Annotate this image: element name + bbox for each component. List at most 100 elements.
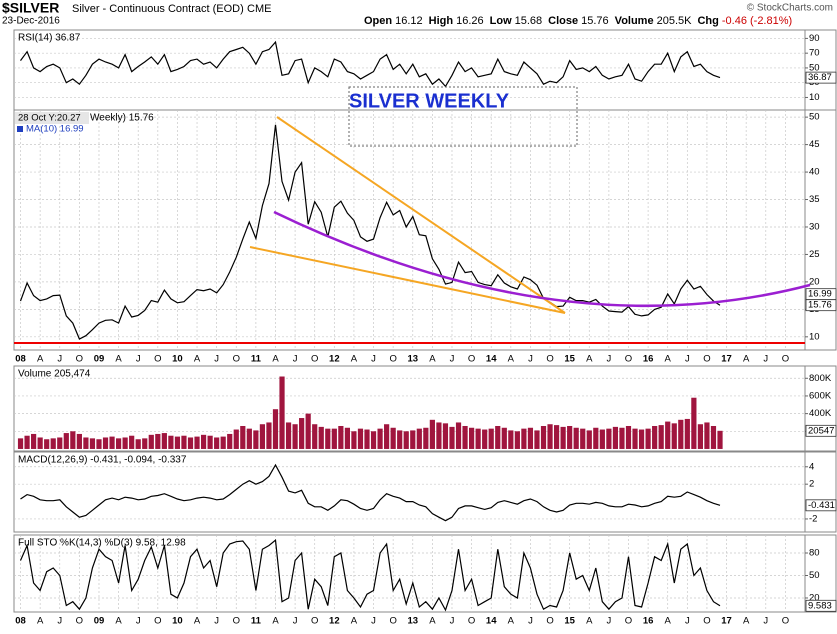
y-tick-label: 40 bbox=[809, 167, 820, 178]
x-tick-label: J bbox=[57, 616, 62, 627]
volume-bar bbox=[469, 427, 475, 449]
last-value-label: 15.76 bbox=[808, 300, 832, 311]
trend-curve bbox=[273, 210, 811, 308]
volume-bar bbox=[514, 431, 520, 449]
volume-bar bbox=[148, 434, 154, 449]
volume-bar bbox=[710, 425, 717, 449]
volume-bar bbox=[370, 431, 377, 449]
volume-bar bbox=[495, 425, 501, 449]
volume-bar bbox=[109, 436, 115, 449]
volume-bar bbox=[580, 428, 586, 449]
panel bbox=[13, 451, 806, 533]
panel-title: Weekly) 15.76 bbox=[90, 113, 154, 124]
x-tick-label: J bbox=[293, 354, 298, 365]
x-tick-label: O bbox=[311, 354, 318, 365]
x-tick-label: 12 bbox=[329, 616, 340, 627]
volume-bar bbox=[397, 430, 403, 449]
volume-bar bbox=[508, 430, 514, 449]
x-tick-label: J bbox=[528, 354, 533, 365]
volume-bar bbox=[423, 427, 429, 449]
x-tick-label: J bbox=[763, 616, 768, 627]
x-tick-label: 17 bbox=[721, 616, 732, 627]
x-tick-label: A bbox=[429, 354, 436, 365]
volume-bar bbox=[665, 421, 671, 449]
last-value-label: 36.87 bbox=[808, 72, 832, 83]
volume-bar bbox=[521, 428, 527, 449]
x-tick-label: A bbox=[37, 616, 44, 627]
symbol: $SILVER bbox=[2, 0, 59, 16]
volume-bar bbox=[547, 424, 553, 449]
volume-bar bbox=[442, 423, 449, 449]
panel-title: RSI(14) 36.87 bbox=[18, 33, 81, 44]
volume-bar bbox=[174, 436, 181, 449]
x-tick-label: O bbox=[546, 354, 553, 365]
volume-bar bbox=[325, 428, 331, 449]
x-tick-label: J bbox=[450, 616, 455, 627]
x-tick-label: 08 bbox=[15, 354, 26, 365]
x-tick-label: A bbox=[351, 354, 358, 365]
volume-bar bbox=[678, 419, 684, 449]
volume-bar bbox=[619, 427, 625, 449]
volume-bar bbox=[155, 433, 161, 449]
volume-bar bbox=[717, 430, 723, 449]
volume-bar bbox=[540, 425, 547, 449]
y-tick-label: 10 bbox=[809, 92, 820, 103]
x-tick-label: 16 bbox=[643, 354, 654, 365]
last-value-label: 20547 bbox=[808, 425, 834, 436]
y-tick-label: 30 bbox=[809, 221, 820, 232]
volume-bar bbox=[501, 427, 507, 449]
x-tick-label: J bbox=[214, 616, 219, 627]
last-value-box bbox=[805, 599, 837, 612]
x-tick-label: A bbox=[743, 354, 750, 365]
volume-bar bbox=[31, 433, 37, 449]
x-tick-label: O bbox=[782, 616, 789, 627]
x-tick-label: A bbox=[665, 354, 672, 365]
volume-bar bbox=[240, 425, 246, 449]
volume-bar bbox=[312, 424, 318, 449]
quote-label: Open bbox=[364, 15, 392, 27]
volume-bar bbox=[129, 435, 135, 449]
volume-bar bbox=[449, 426, 455, 449]
x-tick-label: O bbox=[625, 354, 632, 365]
volume-bar bbox=[351, 431, 357, 449]
volume-bar bbox=[214, 437, 220, 449]
x-tick-label: O bbox=[233, 354, 240, 365]
x-tick-label: A bbox=[272, 616, 279, 627]
x-tick-label: 16 bbox=[643, 616, 654, 627]
x-tick-label: 09 bbox=[94, 354, 105, 365]
volume-bar bbox=[63, 433, 69, 449]
volume-bar bbox=[697, 424, 704, 449]
series-line bbox=[19, 124, 721, 340]
volume-bar bbox=[488, 428, 494, 449]
volume-bar bbox=[632, 428, 638, 449]
y-tick-label: 20 bbox=[809, 592, 820, 603]
exchange: CME bbox=[247, 3, 271, 15]
panel-title: Volume 205,474 bbox=[18, 369, 91, 380]
volume-bar bbox=[625, 425, 632, 449]
volume-bar bbox=[357, 428, 364, 449]
last-value-box bbox=[805, 71, 837, 84]
volume-bar bbox=[161, 433, 167, 449]
last-value-label: -0.431 bbox=[808, 500, 835, 511]
panel bbox=[13, 109, 806, 351]
panel-title: Full STO %K(14,3) %D(3) 9.58, 12.98 bbox=[18, 538, 186, 549]
x-tick-label: 17 bbox=[721, 354, 732, 365]
volume-bar bbox=[364, 429, 370, 449]
volume-bar bbox=[384, 424, 390, 449]
y-tick-label: 50 bbox=[809, 62, 820, 73]
axis-strip bbox=[804, 365, 837, 452]
trend-line bbox=[249, 246, 566, 314]
volume-bar bbox=[207, 435, 213, 449]
volume-bar bbox=[168, 435, 174, 449]
x-tick-label: O bbox=[703, 616, 710, 627]
quote-label: Chg bbox=[697, 15, 718, 27]
x-tick-label: 11 bbox=[251, 616, 262, 627]
volume-bar bbox=[272, 409, 279, 449]
volume-bar bbox=[246, 428, 252, 449]
volume-bar bbox=[560, 426, 566, 449]
y-tick-label: 10 bbox=[809, 331, 820, 342]
volume-bar bbox=[89, 438, 96, 449]
volume-bar bbox=[671, 423, 677, 449]
volume-bar bbox=[704, 422, 710, 449]
x-tick-label: J bbox=[607, 616, 612, 627]
